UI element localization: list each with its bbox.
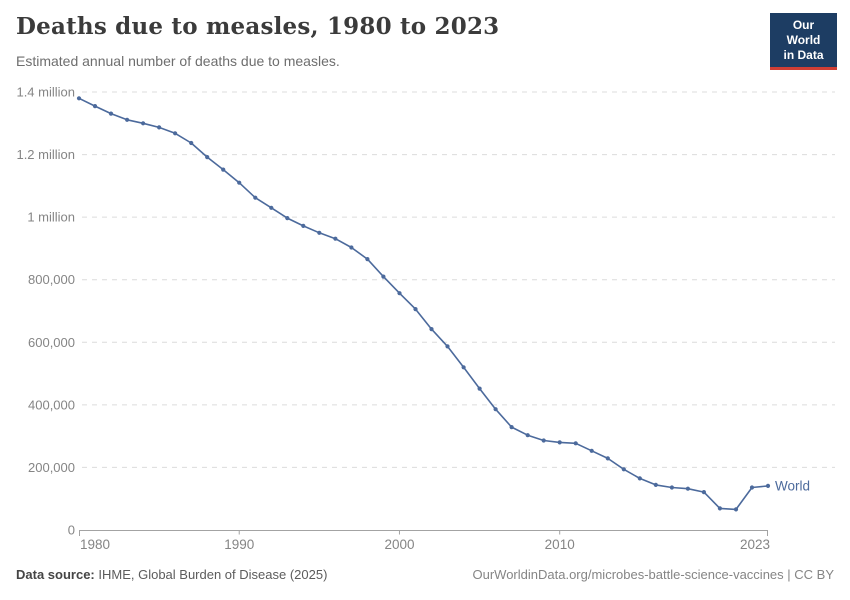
chart-subtitle: Estimated annual number of deaths due to… bbox=[16, 53, 340, 69]
owid-logo[interactable]: Our World in Data bbox=[770, 13, 837, 70]
data-point-marker[interactable] bbox=[669, 485, 675, 490]
data-point-marker[interactable] bbox=[589, 448, 594, 453]
data-point-marker[interactable] bbox=[237, 180, 242, 185]
data-point-marker[interactable] bbox=[125, 117, 130, 122]
data-point-marker[interactable] bbox=[253, 195, 258, 200]
owid-logo-line1: Our World bbox=[786, 18, 821, 47]
data-point-marker[interactable] bbox=[317, 230, 322, 235]
data-point-marker[interactable] bbox=[141, 121, 146, 126]
data-point-marker[interactable] bbox=[493, 407, 498, 412]
data-point-marker[interactable] bbox=[301, 223, 306, 228]
data-point-marker[interactable] bbox=[445, 344, 450, 349]
data-point-marker[interactable] bbox=[605, 456, 610, 461]
data-point-marker[interactable] bbox=[269, 205, 274, 210]
data-point-marker[interactable] bbox=[205, 155, 210, 160]
x-axis-tick-label: 1980 bbox=[80, 537, 110, 552]
data-point-marker[interactable] bbox=[349, 245, 354, 250]
y-axis-tick-label: 1 million bbox=[27, 210, 75, 225]
chart-footer: Data source: IHME, Global Burden of Dise… bbox=[16, 567, 834, 582]
data-point-marker[interactable] bbox=[173, 131, 178, 136]
data-point-marker[interactable] bbox=[221, 167, 226, 172]
data-point-marker[interactable] bbox=[541, 438, 546, 443]
data-point-marker[interactable] bbox=[765, 483, 771, 488]
data-point-marker[interactable] bbox=[333, 236, 338, 241]
data-point-marker[interactable] bbox=[108, 111, 114, 116]
data-point-marker[interactable] bbox=[76, 96, 82, 101]
series-end-label[interactable]: World bbox=[775, 478, 810, 493]
x-axis-tick-label: 2000 bbox=[384, 537, 414, 552]
data-source-label: Data source: bbox=[16, 567, 95, 582]
y-axis-tick-label: 1.4 million bbox=[16, 85, 75, 100]
y-axis-tick-label: 600,000 bbox=[28, 335, 75, 350]
data-point-marker[interactable] bbox=[621, 467, 626, 472]
data-point-marker[interactable] bbox=[157, 125, 162, 130]
data-source-note: Data source: IHME, Global Burden of Dise… bbox=[16, 567, 327, 582]
data-point-marker[interactable] bbox=[285, 216, 290, 221]
data-point-marker[interactable] bbox=[653, 482, 658, 487]
x-axis-tick-label: 2023 bbox=[740, 537, 770, 552]
y-axis-tick-label: 400,000 bbox=[28, 397, 75, 412]
data-point-marker[interactable] bbox=[573, 441, 578, 446]
y-axis-tick-label: 200,000 bbox=[28, 460, 75, 475]
data-point-marker[interactable] bbox=[381, 274, 386, 279]
data-point-marker[interactable] bbox=[365, 257, 370, 262]
data-point-marker[interactable] bbox=[685, 486, 691, 491]
data-point-marker[interactable] bbox=[189, 140, 194, 146]
data-point-marker[interactable] bbox=[637, 476, 642, 481]
x-axis-tick-label: 1990 bbox=[224, 537, 254, 552]
x-axis-tick-label: 2010 bbox=[545, 537, 575, 552]
data-point-marker[interactable] bbox=[92, 104, 98, 109]
page-title: Deaths due to measles, 1980 to 2023 bbox=[16, 13, 500, 40]
data-point-marker[interactable] bbox=[477, 386, 482, 391]
license-link[interactable]: OurWorldinData.org/microbes-battle-scien… bbox=[472, 567, 835, 582]
data-point-marker[interactable] bbox=[525, 433, 530, 438]
y-axis-tick-label: 1.2 million bbox=[16, 147, 75, 162]
data-point-marker[interactable] bbox=[509, 425, 514, 430]
world-series-line[interactable] bbox=[78, 97, 769, 511]
data-point-marker[interactable] bbox=[717, 506, 723, 511]
data-source-text: IHME, Global Burden of Disease (2025) bbox=[94, 567, 328, 582]
y-axis-tick-label: 800,000 bbox=[28, 272, 75, 287]
data-point-marker[interactable] bbox=[429, 327, 434, 332]
data-point-marker[interactable] bbox=[461, 365, 466, 370]
data-point-marker[interactable] bbox=[397, 291, 402, 296]
owid-logo-line2: in Data bbox=[783, 48, 824, 62]
data-point-marker[interactable] bbox=[701, 490, 707, 495]
data-point-marker[interactable] bbox=[557, 440, 562, 445]
data-point-marker[interactable] bbox=[749, 485, 755, 490]
y-axis-tick-label: 0 bbox=[68, 523, 75, 538]
data-point-marker[interactable] bbox=[413, 307, 418, 312]
data-point-marker[interactable] bbox=[733, 507, 739, 512]
